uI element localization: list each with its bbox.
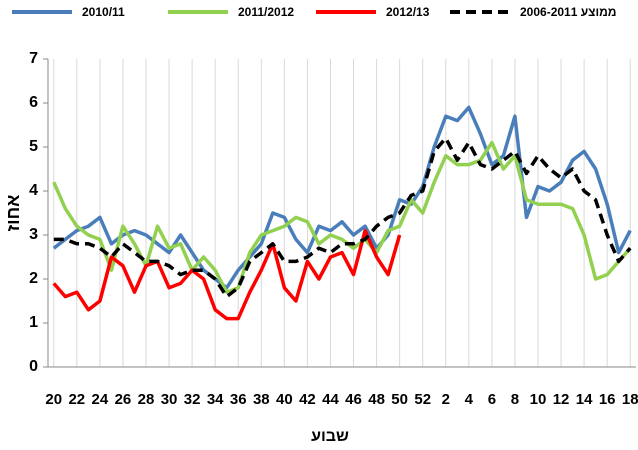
legend-label: 2010/11 xyxy=(82,5,125,19)
x-tick-label: 16 xyxy=(599,391,616,408)
x-tick-label: 8 xyxy=(511,391,519,408)
x-tick-label: 20 xyxy=(45,391,62,408)
x-tick-label: 18 xyxy=(622,391,638,408)
x-tick-label: 36 xyxy=(230,391,247,408)
x-tick-label: 48 xyxy=(368,391,385,408)
x-tick-label: 32 xyxy=(184,391,201,408)
legend-label: 2011/2012 xyxy=(238,5,294,19)
x-tick-label: 46 xyxy=(345,391,362,408)
y-tick-label: 4 xyxy=(29,182,38,199)
x-tick-label: 6 xyxy=(488,391,496,408)
x-tick-label: 50 xyxy=(391,391,408,408)
y-tick-label: 0 xyxy=(29,358,38,375)
x-tick-label: 10 xyxy=(530,391,547,408)
series-line xyxy=(52,105,632,290)
y-tick-label: 2 xyxy=(29,270,38,287)
x-tick-label: 22 xyxy=(68,391,85,408)
series-line xyxy=(53,136,632,299)
x-axis-label: שבוע xyxy=(311,428,349,445)
x-tick-label: 30 xyxy=(161,391,178,408)
y-tick-label: 1 xyxy=(29,314,38,331)
x-tick-label: 28 xyxy=(138,391,155,408)
y-tick-label: 5 xyxy=(29,138,38,155)
y-tick-label: 6 xyxy=(29,94,38,111)
x-tick-label: 26 xyxy=(115,391,132,408)
x-tick-label: 4 xyxy=(465,391,474,408)
legend-label: 2012/13 xyxy=(386,5,430,19)
x-tick-label: 34 xyxy=(207,391,224,408)
x-tick-label: 24 xyxy=(92,391,109,408)
x-tick-label: 52 xyxy=(414,391,431,408)
series-line xyxy=(52,228,402,321)
legend-label: ממוצע 2006-2011 xyxy=(520,5,617,19)
y-axis-label: אחוז xyxy=(3,195,23,232)
x-tick-label: 14 xyxy=(576,391,593,408)
x-tick-label: 12 xyxy=(553,391,570,408)
series-line xyxy=(52,140,632,294)
x-tick-label: 42 xyxy=(299,391,316,408)
x-tick-label: 44 xyxy=(322,391,339,408)
x-tick-label: 2 xyxy=(442,391,450,408)
y-tick-label: 7 xyxy=(29,50,38,67)
x-tick-label: 40 xyxy=(276,391,293,408)
y-tick-label: 3 xyxy=(29,226,38,243)
x-tick-label: 38 xyxy=(253,391,270,408)
